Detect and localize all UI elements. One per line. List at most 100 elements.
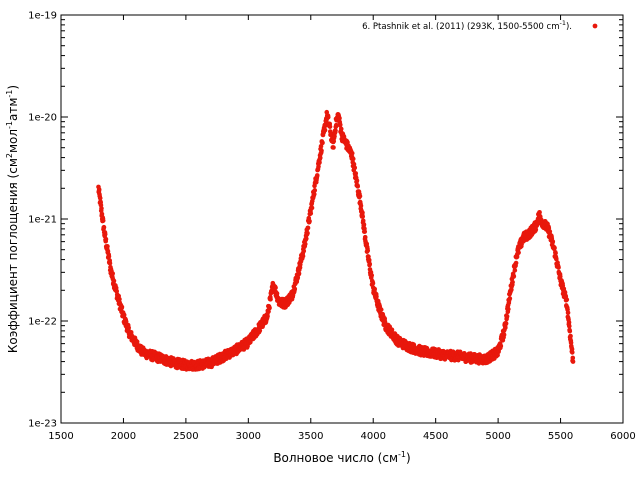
y-tick-label: 1e-21 — [28, 215, 57, 226]
data-point — [99, 206, 104, 211]
x-tick-label: 3000 — [236, 431, 261, 442]
data-points — [96, 109, 576, 372]
data-point — [337, 115, 342, 121]
y-tick-label: 1e-23 — [28, 419, 57, 430]
data-point — [309, 205, 315, 211]
data-point — [554, 256, 559, 262]
data-point — [570, 355, 576, 361]
data-point — [360, 210, 365, 215]
data-point — [357, 193, 363, 199]
data-point — [374, 294, 379, 299]
x-tick-label: 4500 — [423, 431, 448, 442]
data-point — [352, 165, 358, 171]
data-point — [378, 307, 384, 312]
data-point — [567, 323, 572, 329]
data-point — [361, 222, 367, 227]
data-point — [325, 114, 331, 120]
data-point — [337, 122, 343, 127]
data-point — [333, 128, 338, 133]
data-point — [353, 171, 359, 176]
data-point — [101, 224, 107, 230]
data-point — [547, 229, 553, 234]
data-point — [301, 248, 307, 254]
data-point — [97, 195, 103, 201]
data-point — [302, 241, 308, 247]
data-point — [552, 245, 557, 251]
data-point — [516, 250, 521, 255]
data-point — [311, 191, 317, 197]
data-point — [296, 271, 302, 276]
y-axis-title-mol: мол — [6, 129, 20, 153]
data-point — [507, 296, 513, 301]
y-axis-title-sup-2: -1 — [5, 121, 14, 129]
data-point — [570, 359, 576, 364]
data-point — [566, 320, 572, 325]
data-point — [317, 160, 322, 165]
data-point — [107, 260, 113, 266]
legend-label: 6. Ptashnik et al. (2011) (293K, 1500-55… — [362, 19, 572, 32]
data-point — [570, 350, 575, 355]
x-tick-label: 4000 — [360, 431, 385, 442]
data-point — [322, 127, 328, 133]
legend-label-sup: -1 — [559, 19, 565, 27]
data-point — [312, 188, 318, 193]
data-point — [274, 291, 280, 296]
data-point — [307, 218, 312, 224]
y-axis-title-atm: атм — [6, 98, 20, 121]
data-point — [565, 310, 571, 316]
data-point — [362, 234, 368, 240]
legend-label-end: ). — [566, 22, 572, 32]
data-point — [333, 122, 339, 128]
x-tick-label: 5500 — [548, 431, 573, 442]
data-point — [389, 327, 395, 333]
data-point — [556, 265, 561, 270]
data-point — [366, 257, 372, 263]
x-tick-label: 2000 — [111, 431, 136, 442]
data-point — [511, 273, 517, 279]
data-point — [360, 218, 366, 224]
data-point — [99, 211, 105, 217]
data-point — [372, 286, 378, 292]
data-point — [550, 239, 556, 244]
data-point — [568, 333, 573, 339]
data-point — [317, 155, 323, 161]
legend: 6. Ptashnik et al. (2011) (293K, 1500-55… — [362, 19, 598, 32]
data-point — [504, 313, 510, 319]
data-point — [569, 346, 575, 352]
data-point — [503, 321, 509, 326]
data-point — [498, 343, 504, 349]
data-point — [111, 278, 117, 284]
data-point — [564, 297, 570, 302]
data-point — [367, 261, 373, 267]
data-point — [96, 187, 102, 192]
data-point — [110, 271, 115, 276]
data-point — [273, 285, 278, 291]
data-point — [123, 319, 129, 324]
data-point — [103, 236, 109, 242]
data-point — [308, 211, 314, 216]
data-point — [362, 229, 368, 234]
x-tick-label: 5000 — [485, 431, 510, 442]
y-tick-label: 1e-22 — [28, 317, 57, 328]
x-axis: 1500 2000 2500 3000 3500 4000 4500 5000 5500 6000 — [48, 15, 636, 442]
data-point — [318, 143, 324, 149]
y-axis-title: Коэффициент поглощения (см2мол-1атм-1) — [5, 85, 20, 353]
data-point — [513, 260, 519, 266]
data-point — [512, 268, 518, 273]
data-point — [126, 325, 131, 331]
data-point — [567, 328, 573, 334]
data-point — [349, 150, 355, 156]
data-point — [320, 140, 325, 146]
data-point — [355, 184, 361, 189]
data-point — [100, 218, 106, 223]
y-axis-title-sup-1: 2 — [5, 153, 14, 158]
data-point — [292, 286, 298, 292]
data-point — [553, 250, 558, 256]
data-point — [266, 309, 271, 314]
data-point — [370, 280, 376, 286]
data-point — [350, 156, 356, 162]
data-point — [533, 227, 539, 232]
data-point — [369, 273, 375, 278]
y-axis-title-sup-3: -1 — [5, 90, 14, 98]
